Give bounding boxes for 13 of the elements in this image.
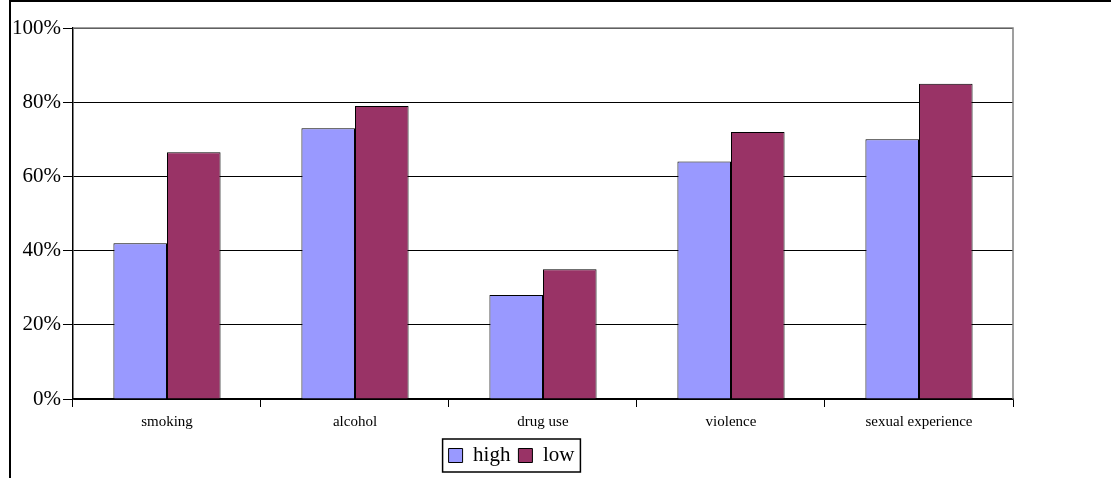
legend-label: low (542, 442, 576, 467)
y-tick-label: 60% (22, 162, 61, 187)
x-tick-label: sexual experience (865, 412, 973, 429)
legend-label: high (473, 442, 511, 467)
y-tick-label: 0% (32, 385, 61, 410)
x-tick-label: violence (705, 412, 757, 429)
x-tick-label: smoking (141, 412, 194, 429)
y-tick-label: 100% (11, 14, 61, 39)
y-tick-label: 40% (22, 237, 61, 262)
y-tick-label: 20% (22, 311, 61, 336)
x-tick-label: drug use (517, 412, 569, 429)
x-tick-label: alcohol (332, 412, 378, 429)
y-tick-label: 80% (22, 88, 61, 113)
